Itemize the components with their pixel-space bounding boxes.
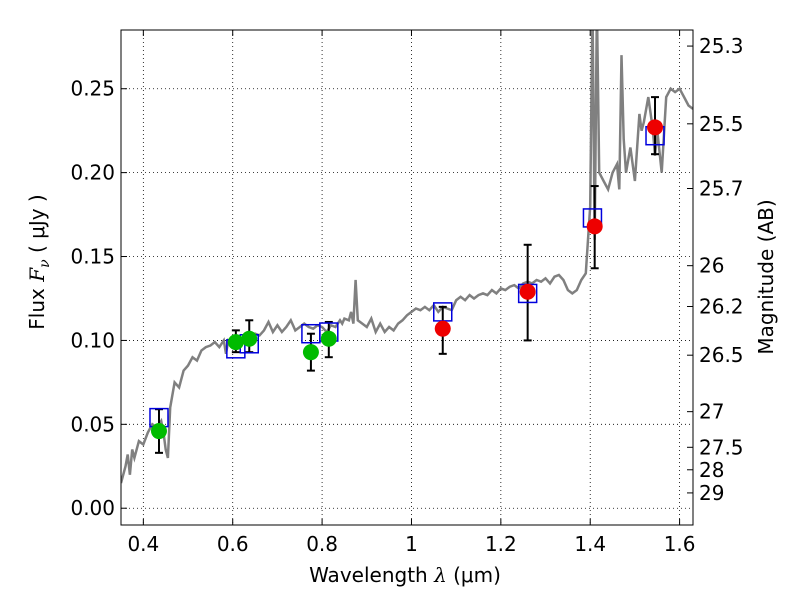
optical-point bbox=[320, 330, 337, 347]
y-tick-label: 0.00 bbox=[70, 496, 115, 520]
x-tick-label: 0.6 bbox=[217, 532, 249, 556]
mag-tick-label: 25.3 bbox=[699, 34, 744, 58]
plot-frame bbox=[120, 29, 694, 526]
model-points bbox=[149, 125, 665, 428]
y-tick-label: 0.25 bbox=[70, 77, 115, 101]
optical-point bbox=[227, 334, 244, 351]
y-axis-label: Flux Fν ( μJy ) bbox=[25, 194, 53, 329]
plot-area bbox=[121, 30, 693, 484]
optical-point bbox=[302, 344, 319, 361]
x-tick-label: 1 bbox=[405, 532, 418, 556]
axis-ticks: 0.4 0.6 0.8 1 1.2 1.4 1.6 0.00 0.05 0.10 0.15 0.20 0… bbox=[70, 30, 744, 556]
x-tick-label: 0.4 bbox=[127, 532, 159, 556]
mag-tick-label: 29 bbox=[699, 481, 724, 505]
y-tick-label: 0.15 bbox=[70, 245, 115, 269]
mag-tick-label: 27.5 bbox=[699, 435, 744, 459]
optical-point bbox=[241, 330, 258, 347]
grid bbox=[121, 30, 693, 525]
mag-tick-label: 25.5 bbox=[699, 112, 744, 136]
x-axis-label: Wavelength λ (μm) bbox=[309, 563, 501, 587]
y-tick-label: 0.20 bbox=[70, 161, 115, 185]
mag-tick-label: 26 bbox=[699, 254, 724, 278]
right-axis-label: Magnitude (AB) bbox=[754, 199, 778, 354]
y-tick-label: 0.05 bbox=[70, 412, 115, 436]
x-tick-label: 1.6 bbox=[664, 532, 696, 556]
mag-tick-label: 28 bbox=[699, 458, 724, 482]
mag-tick-label: 25.7 bbox=[699, 176, 744, 200]
optical-point bbox=[150, 423, 167, 440]
x-tick-label: 1.2 bbox=[485, 532, 517, 556]
y-tick-label: 0.10 bbox=[70, 328, 115, 352]
model-spectrum-line bbox=[121, 30, 693, 484]
near-ir-point bbox=[647, 119, 664, 136]
near-ir-point bbox=[586, 218, 603, 235]
mag-tick-label: 27 bbox=[699, 400, 724, 424]
mag-tick-label: 26.2 bbox=[699, 294, 744, 318]
near-ir-point bbox=[519, 283, 536, 300]
x-tick-label: 0.8 bbox=[306, 532, 338, 556]
mag-tick-label: 26.5 bbox=[699, 343, 744, 367]
x-tick-label: 1.4 bbox=[574, 532, 606, 556]
near-ir-point bbox=[434, 320, 451, 337]
observed-points bbox=[150, 119, 664, 440]
